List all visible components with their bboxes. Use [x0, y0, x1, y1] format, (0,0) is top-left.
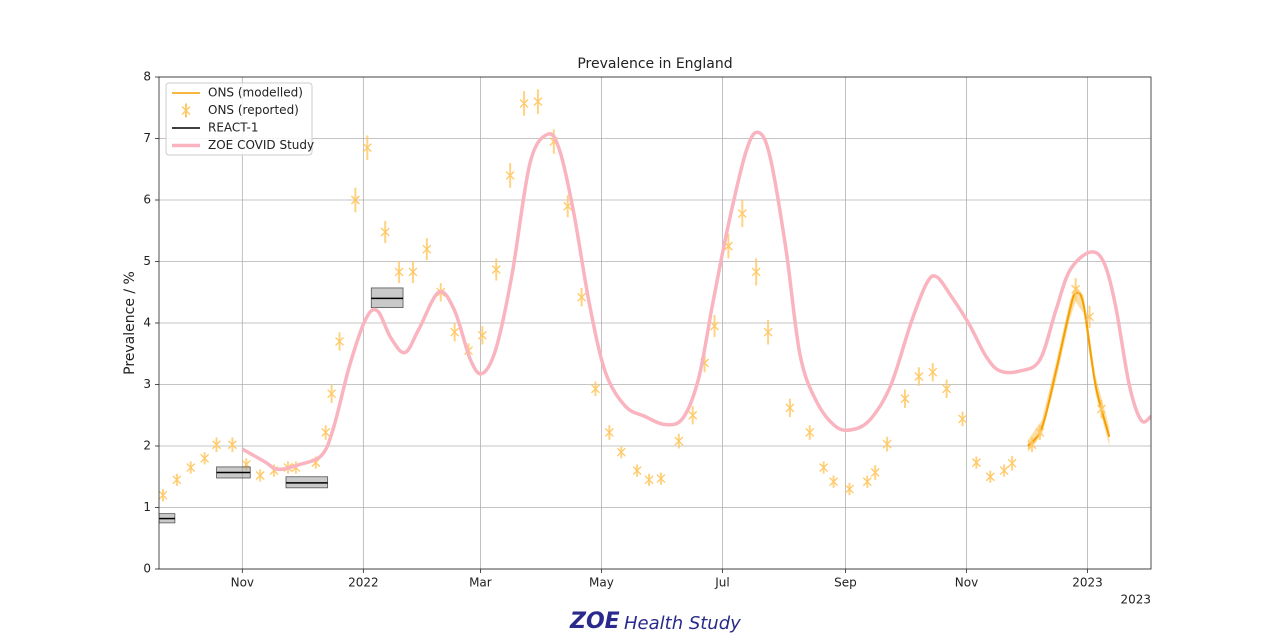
reported-point [321, 428, 331, 437]
reported-point [335, 336, 345, 346]
x-tick-label: Nov [231, 576, 254, 590]
x-tick-label: Mar [469, 576, 492, 590]
zoe-line [241, 130, 1151, 472]
plot-frame [158, 76, 1152, 570]
reported-point [1027, 440, 1037, 450]
reported-point [604, 428, 614, 437]
reported-point [159, 490, 168, 500]
reported-point [971, 458, 981, 468]
y-tick-label: 8 [143, 70, 151, 84]
x-tick-label: 2022 [348, 576, 379, 590]
reported-point [394, 267, 404, 277]
reported-point [519, 98, 529, 108]
y-axis-label: Prevalence / % [122, 271, 138, 375]
reported-point [186, 463, 196, 472]
reported-point [644, 475, 654, 485]
reported-point [688, 410, 698, 420]
x-offset-label: 2023 [1120, 593, 1151, 607]
x-tick-label: Nov [955, 576, 978, 590]
reported-point [591, 384, 600, 394]
legend-label: ONS (reported) [208, 103, 299, 117]
x-tick-label: May [589, 576, 614, 590]
reported-point [200, 453, 210, 463]
reported-point [577, 292, 587, 302]
legend-swatch [181, 106, 191, 115]
reported-point [477, 330, 487, 340]
x-tick-label: 2023 [1072, 576, 1103, 590]
legend-label: ZOE COVID Study [208, 138, 314, 152]
reported-point [616, 447, 626, 457]
reported-point [362, 143, 372, 153]
y-tick-label: 4 [143, 316, 151, 330]
reported-point [819, 463, 829, 472]
reported-point [674, 436, 684, 446]
reported-point [1071, 284, 1081, 294]
y-tick-label: 3 [143, 377, 151, 391]
reported-point [958, 414, 967, 424]
reported-point [491, 265, 501, 274]
reported-point [710, 321, 719, 331]
reported-point [928, 367, 938, 377]
chart-title: Prevalence in England [577, 56, 732, 72]
plot-area [159, 89, 1151, 524]
reported-point [327, 389, 337, 399]
reported-point [805, 428, 815, 437]
y-tick-label: 6 [143, 193, 151, 207]
reported-point [985, 472, 995, 482]
legend-label: REACT-1 [208, 121, 259, 135]
reported-point [505, 170, 515, 180]
reported-point [785, 403, 795, 413]
reported-point [450, 327, 460, 337]
reported-point [1096, 404, 1106, 414]
reported-point [172, 475, 182, 485]
legend-box [165, 82, 313, 156]
y-tick-label: 5 [143, 254, 151, 268]
y-tick-label: 2 [143, 439, 151, 453]
reported-point [763, 327, 773, 337]
y-tick-label: 1 [143, 500, 151, 514]
reported-point [900, 394, 910, 404]
reported-point [1007, 458, 1017, 468]
reported-point [408, 267, 418, 277]
reported-point [942, 384, 952, 394]
legend-label: ONS (modelled) [208, 86, 303, 100]
reported-point [533, 97, 543, 107]
reported-point [227, 440, 237, 450]
reported-point [914, 372, 924, 381]
reported-point [1085, 312, 1094, 322]
reported-point [422, 244, 432, 254]
x-tick-label: Jul [714, 576, 729, 590]
model-line [1027, 291, 1111, 447]
reported-point [999, 466, 1009, 476]
y-tick-label: 7 [143, 131, 151, 145]
reported-point [829, 477, 839, 487]
reported-point [212, 440, 221, 450]
reported-point [882, 439, 892, 449]
x-tick-label: Sep [834, 576, 857, 590]
reported-point [380, 227, 390, 237]
reported-point [870, 467, 880, 477]
reported-point [862, 477, 872, 487]
reported-point [255, 471, 265, 480]
reported-point [751, 267, 761, 277]
reported-point [737, 209, 747, 218]
brand-mark: ZOE [569, 609, 620, 634]
reported-point [844, 484, 854, 494]
reported-point [350, 195, 360, 205]
y-tick-label: 0 [143, 562, 151, 576]
reported-point [632, 466, 642, 476]
reported-point [1035, 428, 1045, 437]
brand-name: Health Study [624, 613, 741, 634]
reported-point [656, 474, 666, 484]
